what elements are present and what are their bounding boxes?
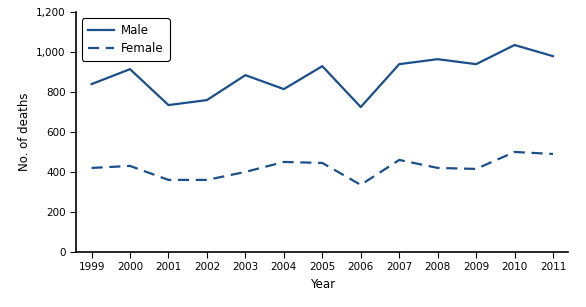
Male bbox=[165, 103, 172, 107]
Female bbox=[319, 161, 326, 165]
Legend: Male, Female: Male, Female bbox=[82, 18, 169, 61]
Male bbox=[434, 57, 441, 61]
Male bbox=[472, 62, 479, 66]
Male bbox=[396, 62, 403, 66]
Female bbox=[88, 166, 95, 170]
Female bbox=[472, 167, 479, 171]
Female bbox=[511, 150, 518, 154]
Male bbox=[280, 87, 287, 91]
X-axis label: Year: Year bbox=[310, 278, 335, 291]
Female bbox=[127, 164, 134, 168]
Line: Male: Male bbox=[91, 45, 553, 107]
Female bbox=[280, 160, 287, 164]
Female bbox=[357, 183, 364, 187]
Female bbox=[165, 178, 172, 182]
Female bbox=[242, 170, 249, 174]
Female bbox=[203, 178, 210, 182]
Y-axis label: No. of deaths: No. of deaths bbox=[18, 93, 30, 171]
Female bbox=[434, 166, 441, 170]
Line: Female: Female bbox=[91, 152, 553, 185]
Male bbox=[88, 82, 95, 86]
Female bbox=[550, 152, 557, 156]
Male bbox=[319, 64, 326, 68]
Male bbox=[127, 67, 134, 71]
Male bbox=[242, 73, 249, 77]
Male bbox=[550, 54, 557, 58]
Male bbox=[357, 105, 364, 109]
Female bbox=[396, 158, 403, 162]
Male bbox=[511, 43, 518, 47]
Male bbox=[203, 98, 210, 102]
